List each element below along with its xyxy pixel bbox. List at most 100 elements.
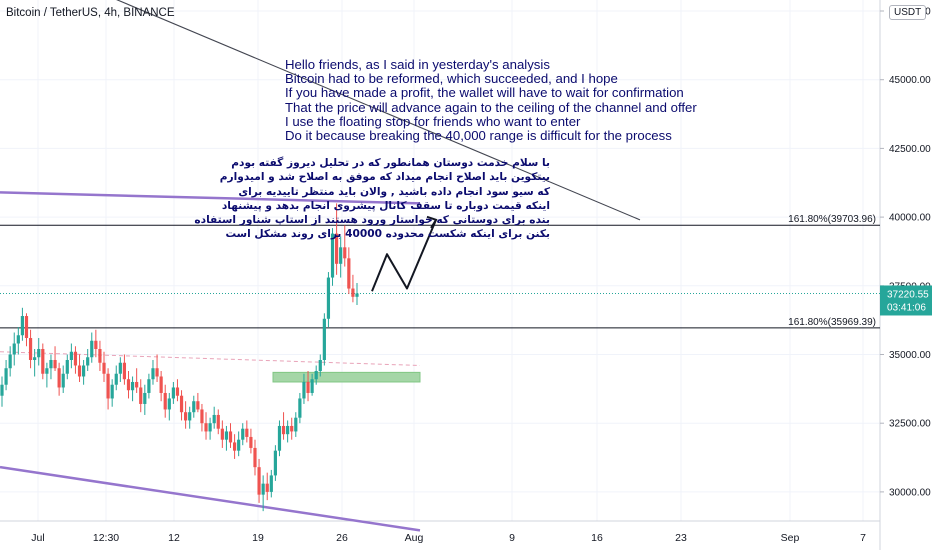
- time-tick-label: 26: [336, 532, 348, 544]
- candle-body: [196, 401, 200, 410]
- candle-body: [253, 447, 257, 468]
- candle-body: [355, 293, 359, 297]
- candle-body: [184, 412, 188, 421]
- candle-body: [204, 423, 208, 432]
- price-tick-label: 35000.00: [889, 350, 931, 361]
- price-tick-label: 30000.00: [889, 487, 931, 498]
- persian-note-line: که سیو سود انجام داده باشید , والان باید…: [238, 185, 550, 198]
- candle-body: [143, 392, 147, 404]
- candle-body: [114, 373, 118, 385]
- candle-body: [37, 349, 41, 358]
- candle-body: [265, 483, 269, 492]
- candle-body: [351, 288, 355, 297]
- candle-body: [245, 428, 249, 437]
- candle-body: [167, 398, 171, 410]
- candle-body: [33, 357, 37, 360]
- candle-body: [298, 398, 302, 418]
- candle-body: [188, 412, 192, 421]
- candle-body: [281, 425, 286, 435]
- persian-note-line: اینکه قیمت دوباره تا سقف کانال پیشروی ان…: [221, 199, 550, 212]
- candle-body: [82, 365, 86, 377]
- candle-body: [20, 316, 25, 336]
- candle-body: [130, 381, 135, 391]
- last-price-label: 37220.55: [887, 289, 929, 300]
- candle-body: [147, 379, 151, 393]
- candle-body: [110, 384, 114, 399]
- candle-body: [294, 417, 298, 432]
- candle-body: [339, 247, 343, 264]
- time-tick-label: Aug: [405, 532, 424, 544]
- price-tick-label: 32500.00: [889, 419, 931, 430]
- time-tick-label: 16: [591, 532, 603, 544]
- candle-body: [86, 357, 90, 366]
- candle-body: [0, 384, 4, 396]
- candle-body: [273, 450, 277, 476]
- price-tick-label: 40000.00: [889, 213, 931, 224]
- channel-lower-line: [0, 465, 421, 532]
- candle-body: [159, 376, 163, 393]
- channel-upper-line: [0, 191, 421, 205]
- candle-body: [175, 387, 180, 396]
- candle-body: [220, 428, 224, 440]
- candle-body: [94, 340, 98, 350]
- currency-button[interactable]: USDT: [889, 5, 927, 20]
- candle-body: [77, 365, 82, 377]
- time-tick-label: 23: [675, 532, 687, 544]
- candle-body: [8, 354, 12, 369]
- candle-body: [269, 475, 273, 492]
- candle-body: [57, 368, 61, 388]
- candle-body: [310, 379, 314, 393]
- candle-body: [224, 431, 229, 440]
- candle-body: [326, 277, 331, 319]
- candle-body: [347, 258, 351, 289]
- candle-body: [302, 381, 306, 399]
- candle-body: [277, 425, 282, 451]
- candle-body: [12, 343, 16, 355]
- candle-body: [179, 395, 184, 413]
- fib-level-label: 161.80%(35969.39): [788, 317, 876, 328]
- candle-body: [106, 373, 110, 399]
- candle-body: [4, 368, 8, 385]
- candle-body: [232, 442, 237, 451]
- candle-body: [151, 368, 155, 380]
- candle-body: [73, 351, 78, 366]
- candle-body: [155, 368, 159, 377]
- candle-body: [261, 483, 265, 495]
- english-note-line: I use the floating stop for friends who …: [285, 113, 581, 129]
- candle-body: [343, 247, 347, 259]
- candle-body: [290, 425, 294, 432]
- support-zone: [272, 371, 421, 383]
- english-note-line: Do it because breaking the 40,000 range …: [285, 128, 672, 144]
- candle-body: [126, 379, 131, 391]
- candle-body: [16, 335, 20, 344]
- english-note-line: Hello friends, as I said in yesterday's …: [285, 57, 550, 72]
- time-tick-label: 9: [509, 532, 515, 544]
- candle-body: [135, 381, 139, 388]
- time-tick-label: 12:30: [93, 532, 119, 544]
- candle-body: [249, 436, 253, 448]
- candle-body: [61, 373, 65, 388]
- trendline: [116, 0, 641, 221]
- persian-note-line: بکنن برای اینکه شکست محدوده 40000 برای ر…: [225, 228, 550, 241]
- english-note-line: If you have made a profit, the wallet wi…: [285, 85, 684, 101]
- candle-body: [200, 409, 204, 424]
- persian-note-line: بنده برای دوستانی که خواستار ورود هستند …: [194, 214, 550, 227]
- persian-note: با سلام خدمت دوستان همانطور که در تحلیل …: [194, 156, 550, 242]
- candle-body: [171, 387, 175, 399]
- candle-body: [208, 423, 212, 432]
- projection-arrow: [371, 219, 437, 292]
- candle-body: [98, 349, 102, 363]
- candle-body: [122, 362, 127, 380]
- fib-level-label: 161.80%(39703.96): [788, 214, 876, 225]
- candle-body: [49, 359, 53, 369]
- candle-body: [41, 349, 45, 374]
- candle-body: [102, 362, 106, 374]
- channel-mid-line: [0, 351, 421, 366]
- symbol-title[interactable]: Bitcoin / TetherUS, 4h, BINANCE: [6, 7, 175, 19]
- countdown-label: 03:41:06: [887, 302, 926, 313]
- candle-body: [192, 401, 196, 413]
- time-tick-label: Sep: [781, 532, 800, 544]
- candle-body: [139, 387, 143, 404]
- last-price-tag: [880, 285, 932, 316]
